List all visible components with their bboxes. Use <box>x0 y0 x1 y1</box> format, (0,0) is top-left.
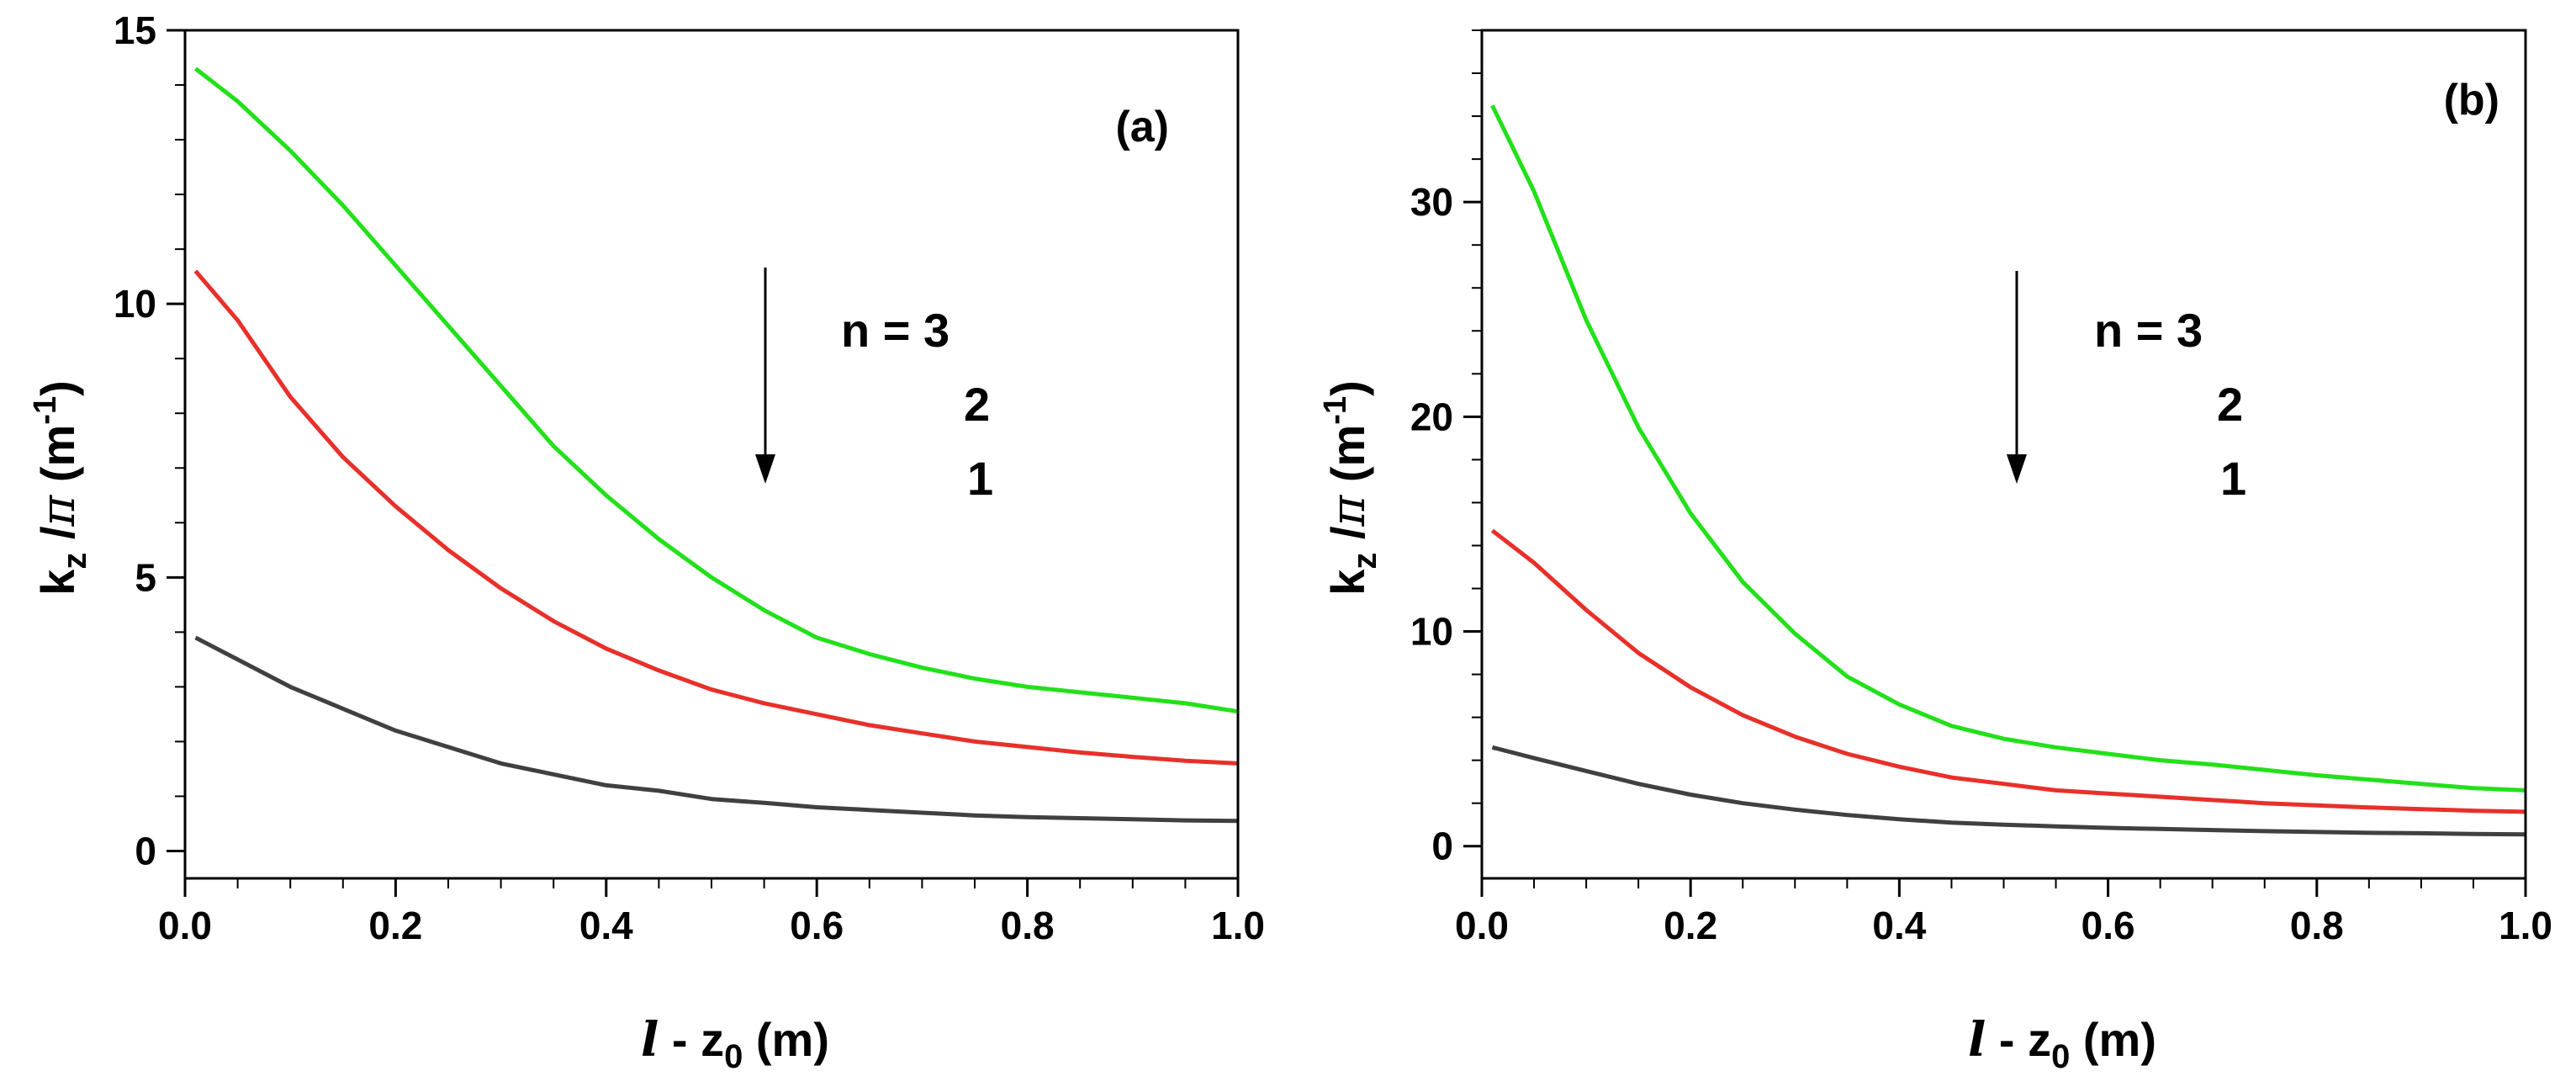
legend-entry-n2-a: 2 <box>964 378 990 431</box>
y-tick-label-b: 20 <box>1410 395 1453 438</box>
legend-entry-n2-b: 2 <box>2217 378 2243 431</box>
x-tick-label-a: 0.6 <box>790 904 844 947</box>
x-tick-label-a: 0.4 <box>579 904 633 947</box>
legend-entry-n1-a: 1 <box>967 452 993 505</box>
legend-entry-n1-b: 1 <box>2220 452 2246 505</box>
panel-label-a: (a) <box>1115 103 1169 151</box>
legend-arrow-head-a <box>755 454 775 484</box>
x-tick-label-b: 0.8 <box>2290 904 2344 947</box>
y-tick-label-a: 15 <box>114 8 156 52</box>
y-tick-label-b: 30 <box>1410 180 1453 224</box>
x-tick-label-a: 1.0 <box>1211 904 1265 947</box>
chart-panel-a: 0.0 0.2 0.4 0.6 0.8 1.0 0 5 10 15 (a) kz /π (m-1)… <box>28 8 1265 1075</box>
chart-panel-b: 0.0 0.2 0.4 0.6 0.8 1.0 0 10 20 30 (b) kz /π (m-1… <box>1318 29 2552 1075</box>
x-tick-label-b: 0.2 <box>1664 904 1717 947</box>
legend-entry-n3-a: n = 3 <box>841 304 949 357</box>
panel-label-b: (b) <box>2444 76 2499 125</box>
legend-entry-n3-b: n = 3 <box>2094 304 2203 357</box>
legend-b: n = 3 2 1 <box>2007 271 2246 505</box>
series-line-n1-a <box>194 635 1239 824</box>
x-axis-title-b: l - z0 (m) <box>1968 1012 2156 1075</box>
x-tick-label-b: 0.4 <box>1872 904 1926 947</box>
x-tick-label-a: 0.2 <box>368 904 422 947</box>
y-tick-label-b: 10 <box>1410 610 1453 654</box>
x-tick-label-a: 0.0 <box>158 904 212 947</box>
x-axis-title-a: l - z0 (m) <box>641 1012 829 1075</box>
legend-arrow-head-b <box>2007 454 2027 484</box>
y-axis-title-b: kz /π (m-1) <box>1318 380 1383 596</box>
series-line-n2-b <box>1490 528 2526 814</box>
series-line-n3-b <box>1490 104 2526 793</box>
x-tick-label-b: 1.0 <box>2499 904 2552 947</box>
series-line-n3-a <box>193 66 1239 714</box>
y-tick-label-a: 10 <box>114 282 156 326</box>
y-tick-label-a: 5 <box>135 555 156 599</box>
y-axis-title-a: kz /π (m-1) <box>28 380 93 596</box>
y-tick-label-a: 0 <box>135 829 156 872</box>
y-tick-label-b: 0 <box>1431 825 1453 868</box>
x-tick-label-b: 0.6 <box>2081 904 2135 947</box>
series-line-n1-b <box>1491 745 2526 837</box>
x-tick-label-a: 0.8 <box>1001 904 1055 947</box>
legend-a: n = 3 2 1 <box>755 268 993 505</box>
x-tick-label-b: 0.0 <box>1455 904 1509 947</box>
series-line-n2-a <box>193 269 1239 766</box>
